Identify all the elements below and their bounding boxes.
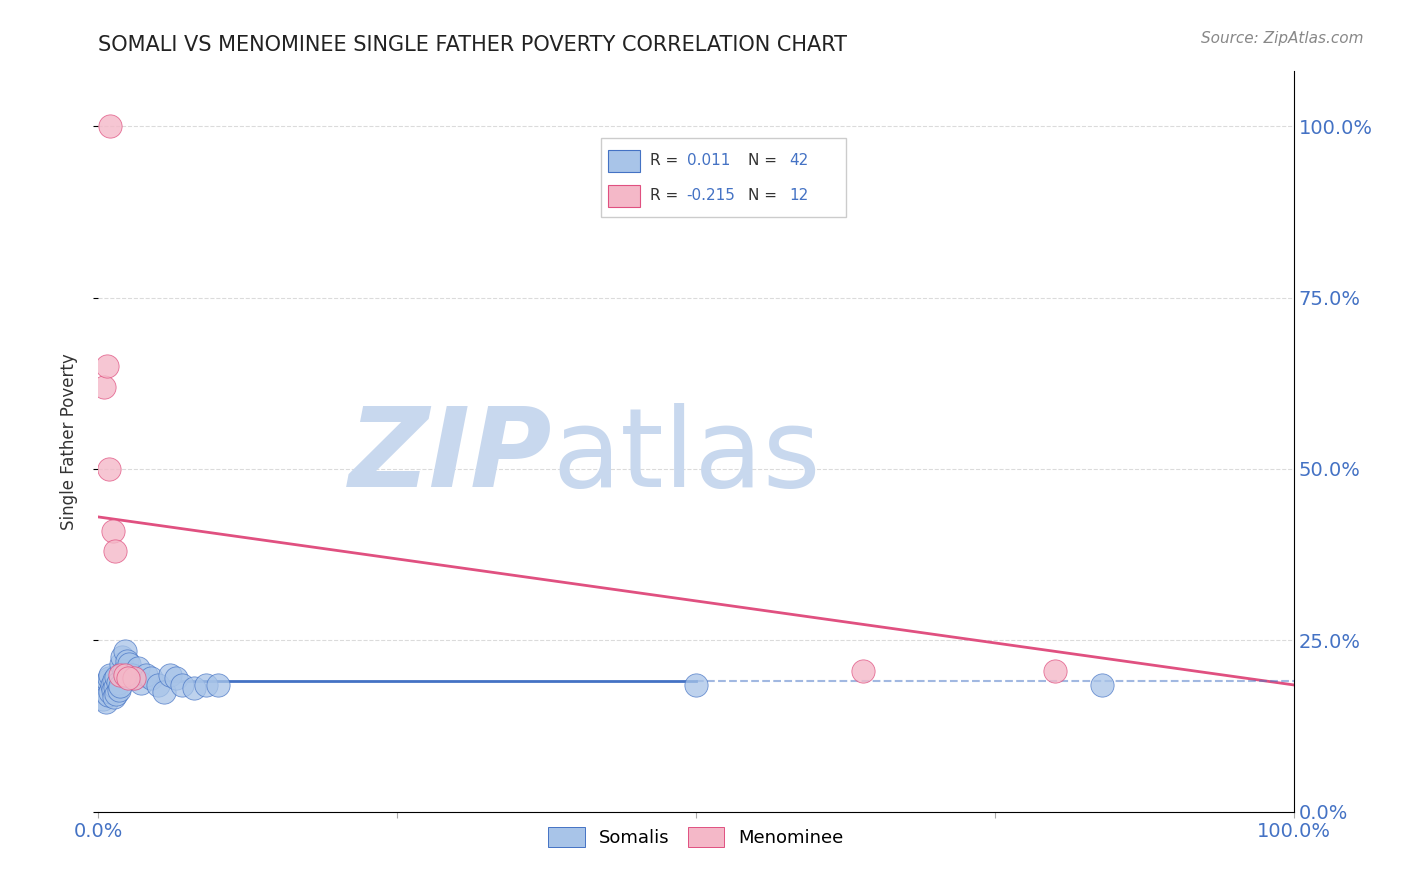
- Point: [112, 664, 135, 678]
- Point: [107, 682, 129, 697]
- Point: [139, 671, 162, 685]
- Text: 0.011: 0.011: [686, 153, 730, 168]
- Point: [91, 691, 114, 706]
- Point: [97, 674, 120, 689]
- Text: R =: R =: [650, 153, 683, 168]
- Point: [183, 681, 205, 696]
- Text: 12: 12: [790, 188, 808, 203]
- Point: [110, 657, 132, 672]
- Point: [94, 695, 117, 709]
- Point: [153, 685, 176, 699]
- Point: [1043, 664, 1066, 678]
- Text: SOMALI VS MENOMINEE SINGLE FATHER POVERTY CORRELATION CHART: SOMALI VS MENOMINEE SINGLE FATHER POVERT…: [98, 35, 848, 54]
- Point: [98, 685, 122, 699]
- Point: [1091, 678, 1114, 692]
- Text: 42: 42: [790, 153, 808, 168]
- Point: [105, 687, 128, 701]
- Point: [93, 380, 115, 394]
- Point: [96, 678, 118, 692]
- Point: [124, 671, 146, 685]
- Point: [103, 690, 125, 704]
- Text: N =: N =: [748, 188, 782, 203]
- Text: -0.215: -0.215: [686, 188, 735, 203]
- Point: [685, 678, 707, 692]
- Point: [148, 678, 170, 692]
- Point: [93, 685, 115, 699]
- Point: [105, 670, 128, 684]
- Point: [98, 462, 121, 476]
- Y-axis label: Single Father Poverty: Single Father Poverty: [59, 353, 77, 530]
- Point: [108, 667, 131, 681]
- Text: ZIP: ZIP: [349, 403, 553, 510]
- Legend: Somalis, Menominee: Somalis, Menominee: [541, 820, 851, 855]
- Point: [104, 680, 127, 694]
- Point: [117, 671, 139, 685]
- Point: [121, 667, 143, 681]
- Text: Source: ZipAtlas.com: Source: ZipAtlas.com: [1201, 31, 1364, 46]
- Point: [172, 678, 194, 692]
- Text: R =: R =: [650, 188, 683, 203]
- Point: [111, 650, 134, 665]
- Point: [98, 667, 122, 681]
- Bar: [607, 186, 640, 208]
- Point: [124, 671, 146, 685]
- Point: [91, 681, 114, 696]
- Point: [98, 119, 122, 133]
- Point: [118, 657, 141, 672]
- Point: [103, 673, 125, 687]
- Point: [165, 671, 187, 685]
- Text: atlas: atlas: [553, 403, 821, 510]
- Point: [98, 671, 121, 685]
- Point: [135, 667, 157, 681]
- Point: [101, 682, 124, 697]
- Point: [97, 688, 120, 702]
- Point: [195, 678, 218, 692]
- Bar: [607, 150, 640, 172]
- Point: [108, 679, 131, 693]
- Point: [101, 524, 124, 538]
- Point: [100, 678, 122, 692]
- Point: [127, 661, 149, 675]
- Point: [207, 678, 229, 692]
- Point: [96, 359, 118, 373]
- Point: [159, 667, 181, 681]
- Point: [104, 544, 127, 558]
- Point: [115, 654, 138, 668]
- Point: [852, 664, 875, 678]
- Text: N =: N =: [748, 153, 782, 168]
- Point: [131, 676, 153, 690]
- Point: [114, 667, 136, 681]
- Point: [107, 676, 129, 690]
- Point: [114, 643, 136, 657]
